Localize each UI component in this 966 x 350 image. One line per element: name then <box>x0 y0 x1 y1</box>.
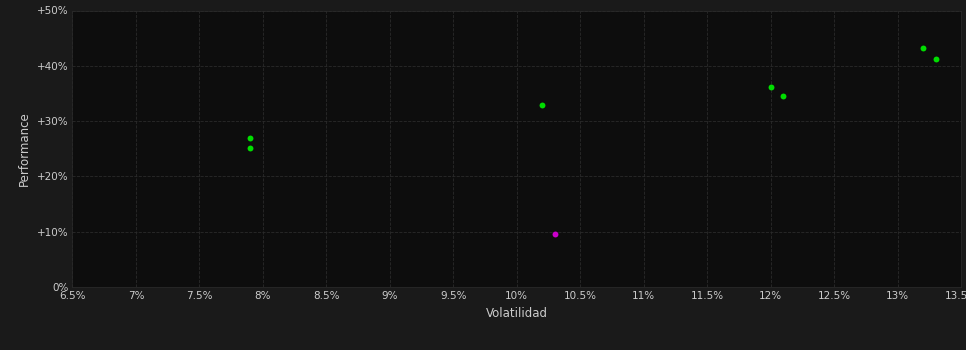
Y-axis label: Performance: Performance <box>18 111 31 186</box>
Point <box>776 93 791 99</box>
X-axis label: Volatilidad: Volatilidad <box>486 307 548 320</box>
Point <box>242 145 258 151</box>
Point <box>547 232 562 237</box>
Point <box>242 135 258 140</box>
Point <box>534 102 550 107</box>
Point <box>928 56 944 61</box>
Point <box>763 84 779 90</box>
Point <box>916 45 931 51</box>
